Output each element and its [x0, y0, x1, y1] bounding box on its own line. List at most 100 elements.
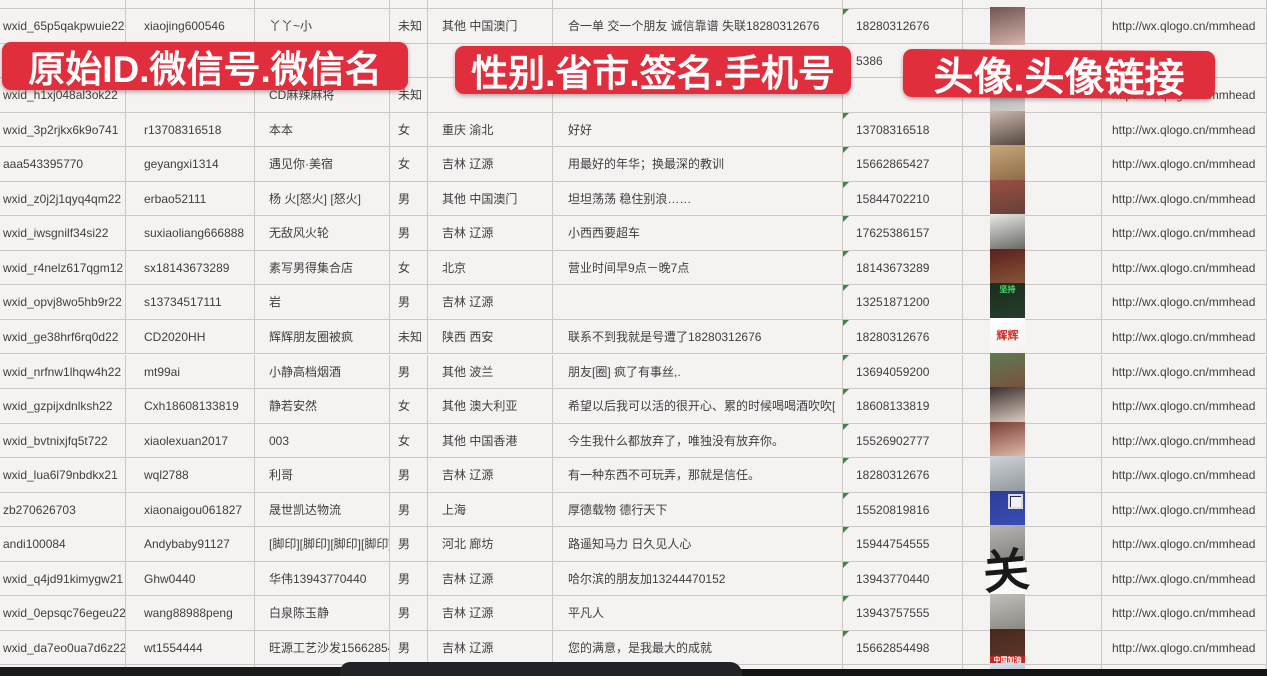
cell-wechat-id[interactable]: wt1554444: [126, 630, 255, 666]
cell-region[interactable]: [428, 78, 553, 113]
cell-avatar-link[interactable]: http://wx.qlogo.cn/mmhead: [1102, 285, 1267, 320]
cell-signature[interactable]: 联系不到我就是号遭了18280312676: [553, 319, 843, 355]
cell-avatar[interactable]: [963, 352, 1102, 391]
cell-gender[interactable]: 男: [390, 596, 428, 631]
cell-wechat-id[interactable]: Andybaby91127: [126, 527, 255, 562]
avatar-person-white-clothes-photo[interactable]: [990, 594, 1025, 633]
cell-wechat-name[interactable]: 白泉陈玉静: [255, 596, 390, 631]
cell-region[interactable]: 其他 澳大利亚: [428, 389, 553, 424]
avatar-man-white-shirt-photo[interactable]: [990, 214, 1025, 253]
avatar-girl-selfie-photo[interactable]: [990, 387, 1025, 426]
cell-wechat-name[interactable]: 华伟13943770440: [255, 561, 390, 597]
avatar-warm-tone-photo[interactable]: [990, 145, 1025, 184]
cell-gender[interactable]: 男: [390, 285, 428, 320]
cell-wechat-id[interactable]: Ghw0440: [126, 561, 255, 597]
video-progress-handle[interactable]: [340, 662, 742, 676]
cell-avatar[interactable]: 关: [963, 542, 1102, 600]
cell-original-id[interactable]: wxid_r4nelz617qgm12: [0, 250, 126, 286]
cell-phone[interactable]: 18280312676: [843, 319, 963, 355]
cell-original-id[interactable]: andi100084: [0, 527, 126, 562]
cell-gender[interactable]: 男: [390, 492, 428, 528]
cell-wechat-name[interactable]: [脚印][脚印][脚印][脚印]: [255, 527, 390, 562]
cell-region[interactable]: 吉林 辽源: [428, 458, 553, 493]
cell-gender[interactable]: 女: [390, 147, 428, 182]
cell-region[interactable]: 吉林 辽源: [428, 285, 553, 320]
cell-avatar[interactable]: [963, 456, 1102, 495]
cell-signature[interactable]: [553, 78, 843, 113]
cell-signature[interactable]: 坦坦荡荡 稳住别浪……: [553, 181, 843, 217]
cell-signature[interactable]: 有一种东西不可玩弄，那就是信任。: [553, 458, 843, 493]
avatar-dark-green-poster[interactable]: 坚持: [990, 283, 1025, 322]
cell-wechat-id[interactable]: erbao52111: [126, 181, 255, 217]
cell-original-id[interactable]: aaa543395770: [0, 147, 126, 182]
cell-gender[interactable]: 女: [390, 250, 428, 286]
cell-wechat-id[interactable]: r13708316518: [126, 112, 255, 148]
cell-original-id[interactable]: wxid_h1xj048al3ok22: [0, 78, 126, 113]
cell-wechat-id[interactable]: sx18143673289: [126, 250, 255, 286]
cell-phone[interactable]: 13708316518: [843, 112, 963, 148]
cell-signature[interactable]: 平凡人: [553, 596, 843, 631]
cell-gender[interactable]: 男: [390, 216, 428, 251]
cell-signature[interactable]: 好好: [553, 112, 843, 148]
cell-avatar-link[interactable]: http://wx.qlogo.cn/mmhead: [1102, 181, 1267, 217]
cell-wechat-name[interactable]: [255, 0, 390, 9]
cell-region[interactable]: 陕西 西安: [428, 319, 553, 355]
cell-region[interactable]: 吉林 辽源: [428, 630, 553, 666]
cell-wechat-id[interactable]: s13734517111: [126, 285, 255, 320]
cell-wechat-id[interactable]: CD2020HH: [126, 319, 255, 355]
cell-phone[interactable]: [843, 0, 963, 9]
cell-phone[interactable]: 15662865427: [843, 147, 963, 182]
cell-avatar-link[interactable]: http://wx.qlogo.cn/mmhead: [1102, 354, 1267, 390]
cell-wechat-name[interactable]: 小静高档烟酒: [255, 354, 390, 390]
cell-phone[interactable]: 13694059200: [843, 354, 963, 390]
cell-avatar-link[interactable]: http://wx.qlogo.cn/mmhead: [1102, 9, 1267, 44]
avatar-bar-bottles-photo[interactable]: [990, 248, 1025, 287]
avatar-china-jiayou-photo[interactable]: 中国加油: [990, 628, 1025, 667]
cell-original-id[interactable]: wxid_z0j2j1qyq4qm22: [0, 181, 126, 217]
cell-avatar-link[interactable]: http://wx.qlogo.cn/mmhead: [1102, 458, 1267, 493]
cell-wechat-id[interactable]: xiaonaigou061827: [126, 492, 255, 528]
cell-wechat-id[interactable]: [126, 78, 255, 113]
avatar-street-scene-photo[interactable]: [990, 525, 1025, 564]
cell-avatar[interactable]: [963, 214, 1102, 253]
avatar-girl-sunglasses-photo[interactable]: [990, 352, 1025, 391]
cell-wechat-name[interactable]: 003: [255, 423, 390, 459]
cell-wechat-id[interactable]: suxiaoliang666888: [126, 216, 255, 251]
cell-avatar[interactable]: [963, 525, 1102, 564]
cell-phone[interactable]: 18608133819: [843, 389, 963, 424]
cell-wechat-id[interactable]: [126, 0, 255, 9]
cell-region[interactable]: 吉林 辽源: [428, 147, 553, 182]
cell-gender[interactable]: 男: [390, 181, 428, 217]
cell-wechat-name[interactable]: 本本: [255, 112, 390, 148]
cell-signature[interactable]: 希望以后我可以活的很开心、累的时候喝喝酒吹吹[: [553, 389, 843, 424]
cell-avatar-link[interactable]: http://wx.qlogo.cn/mmhead: [1102, 216, 1267, 251]
cell-phone[interactable]: 18280312676: [843, 458, 963, 493]
cell-gender[interactable]: 未知: [390, 78, 428, 113]
cell-original-id[interactable]: wxid_da7eo0ua7d6z22: [0, 630, 126, 666]
cell-region[interactable]: 其他 中国香港: [428, 423, 553, 459]
cell-avatar-link[interactable]: http://wx.qlogo.cn/mmhead: [1102, 527, 1267, 562]
cell-avatar-link[interactable]: http://wx.qlogo.cn/mmhead: [1102, 147, 1267, 182]
cell-wechat-id[interactable]: geyangxi1314: [126, 147, 255, 182]
cell-signature[interactable]: [553, 285, 843, 320]
cell-phone[interactable]: 15944754555: [843, 527, 963, 562]
cell-phone[interactable]: 13943757555: [843, 596, 963, 631]
cell-region[interactable]: 其他 中国澳门: [428, 9, 553, 44]
avatar-girl-selfie-photo[interactable]: [990, 421, 1025, 460]
cell-avatar-link[interactable]: http://wx.qlogo.cn/mmhead: [1102, 389, 1267, 424]
cell-wechat-id[interactable]: wql2788: [126, 458, 255, 493]
cell-phone[interactable]: 17625386157: [843, 216, 963, 251]
cell-region[interactable]: 吉林 辽源: [428, 561, 553, 597]
cell-original-id[interactable]: wxid_ge38hrf6rq0d22: [0, 319, 126, 355]
cell-phone[interactable]: 15662854498: [843, 630, 963, 666]
cell-phone[interactable]: 15520819816: [843, 492, 963, 528]
cell-avatar[interactable]: 中国加油: [963, 628, 1102, 667]
cell-region[interactable]: 重庆 渝北: [428, 112, 553, 148]
cell-region[interactable]: 上海: [428, 492, 553, 528]
cell-gender[interactable]: 女: [390, 423, 428, 459]
cell-original-id[interactable]: wxid_opvj8wo5hb9r22: [0, 285, 126, 320]
cell-avatar[interactable]: [963, 145, 1102, 184]
cell-original-id[interactable]: [0, 0, 126, 9]
cell-avatar[interactable]: [963, 387, 1102, 426]
avatar-person-hat-light-photo[interactable]: [990, 456, 1025, 495]
